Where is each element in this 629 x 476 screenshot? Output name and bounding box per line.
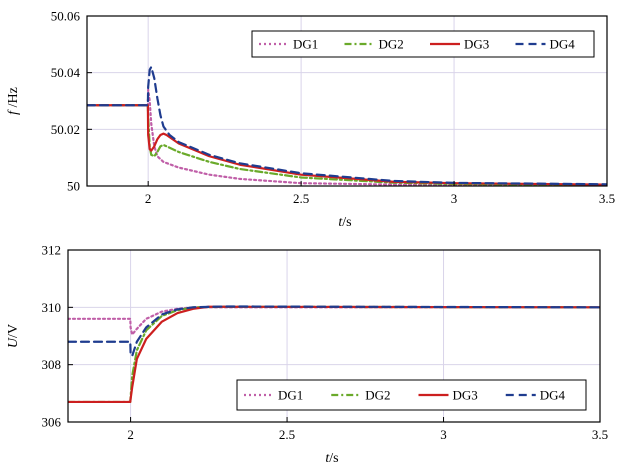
x-tick-label: 2 xyxy=(127,427,134,442)
x-tick-label: 3.5 xyxy=(599,191,615,206)
x-tick-label: 2.5 xyxy=(279,427,295,442)
x-axis-title: t/s xyxy=(325,451,338,466)
y-axis-title-unit: /V xyxy=(6,324,21,338)
series-line-dg4 xyxy=(87,65,607,186)
y-tick-label: 50 xyxy=(67,179,80,194)
series-group xyxy=(68,305,600,404)
series-line-dg3 xyxy=(87,104,607,186)
y-tick-label: 310 xyxy=(42,300,62,315)
x-axis-title-unit: /s xyxy=(342,215,351,230)
series-line-dg2 xyxy=(87,104,607,186)
y-axis-title: U/V xyxy=(6,324,21,348)
plot-frame xyxy=(67,249,601,423)
voltage-chart: 2 2.5 3 3.5 306 308 310 312 t/s U/V DG1 DG2 DG3 DG4 xyxy=(6,243,608,467)
y-tick-label: 306 xyxy=(42,415,62,430)
x-axis-title-symbol: t xyxy=(338,215,343,230)
series-line-dg1 xyxy=(68,306,600,336)
legend-label-dg2: DG2 xyxy=(379,37,404,52)
x-tick-label: 3.5 xyxy=(592,427,608,442)
legend-label-dg4: DG4 xyxy=(540,388,566,403)
legend-label-dg1: DG1 xyxy=(293,37,318,52)
y-axis-title: f /Hz xyxy=(6,87,21,115)
legend-label-dg1: DG1 xyxy=(278,388,303,403)
x-axis-title-unit: /s xyxy=(329,451,338,466)
y-tick-label: 50.06 xyxy=(51,9,81,24)
y-tick-label: 312 xyxy=(42,243,62,258)
series-line-dg3 xyxy=(68,305,600,404)
y-axis-title-symbol: U xyxy=(6,337,21,348)
plot-frame xyxy=(86,15,608,187)
legend-label-dg2: DG2 xyxy=(365,388,390,403)
y-tick-label: 50.02 xyxy=(51,122,80,137)
legend-box xyxy=(236,379,587,411)
x-tick-label: 2 xyxy=(145,191,152,206)
legend-label-dg3: DG3 xyxy=(453,388,478,403)
legend-label-dg4: DG4 xyxy=(550,37,576,52)
y-axis-title-symbol: f xyxy=(6,109,21,115)
x-tick-label: 3 xyxy=(440,427,447,442)
legend-label-dg3: DG3 xyxy=(464,37,489,52)
x-tick-label: 3 xyxy=(451,191,458,206)
frequency-chart: 2 2.5 3 3.5 50 50.02 50.04 50.06 t/s f /Hz DG1 DG2 D… xyxy=(6,9,615,231)
x-axis-title-symbol: t xyxy=(325,451,330,466)
y-tick-label: 308 xyxy=(42,357,62,372)
x-tick-label: 2.5 xyxy=(293,191,309,206)
series-line-dg1 xyxy=(87,88,607,186)
series-group xyxy=(87,65,607,186)
y-tick-label: 50.04 xyxy=(51,65,81,80)
x-axis-title: t/s xyxy=(338,215,351,230)
legend-box xyxy=(251,30,595,58)
series-line-dg4 xyxy=(68,305,600,358)
y-axis-title-unit: /Hz xyxy=(6,87,21,111)
